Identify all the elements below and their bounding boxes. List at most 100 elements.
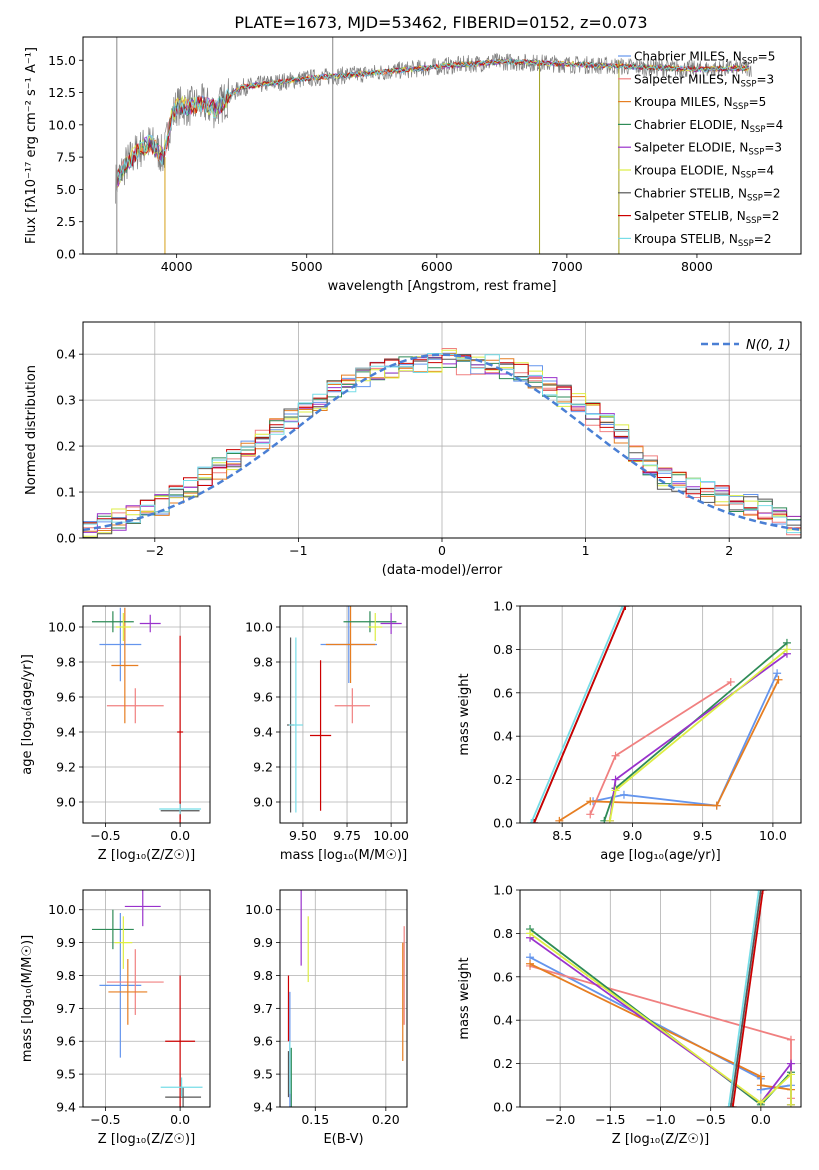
mass-weight-vs-Z-marker-6: [726, 1103, 735, 1107]
mass-weight-vs-age-line-0: [592, 672, 778, 807]
mass-weight-vs-Z-marker-7: [758, 890, 767, 894]
legend-sub-8: SSP: [738, 239, 754, 249]
legend-eq-8: =2: [754, 232, 772, 246]
legend-label-0: Chabrier MILES, NSSP=5: [634, 50, 775, 67]
mass-weight-vs-age-line-5: [609, 648, 788, 821]
spectrum-xlabel: wavelength [Angstrom, rest frame]: [328, 279, 557, 294]
mass-weight-vs-age-line-3: [603, 642, 788, 822]
mass-weight-vs-age-marker-4: [611, 775, 620, 784]
mass-weight-vs-Z-marker-5: [756, 1098, 765, 1107]
mass-weight-vs-age-marker-1: [586, 810, 595, 819]
residuals-hist-8: [83, 353, 801, 534]
mass-vs-EBV-ytick-label: 9.8: [253, 968, 273, 983]
legend-eq-0: =5: [758, 50, 776, 64]
mass-weight-vs-Z-line-7: [731, 890, 764, 1107]
legend-sub-6: SSP: [747, 193, 763, 203]
residuals-ytick-label: 0.3: [56, 393, 76, 408]
mass-weight-vs-Z-marker-2: [526, 959, 535, 968]
mass-weight-vs-age-frame: [519, 605, 802, 824]
mass-vs-Z-plot-area: [91, 890, 203, 1107]
spectrum-ylabel: Flux [fλ10⁻¹⁷ erg cm⁻² s⁻¹ A⁻¹]: [24, 47, 39, 244]
mass-weight-vs-age-marker-2: [555, 816, 564, 823]
mass-weight-vs-age-marker-2: [712, 801, 721, 810]
mass-vs-EBV-ytick-label: 9.4: [253, 1100, 273, 1115]
legend-label-4: Salpeter ELODIE, NSSP=3: [634, 141, 782, 158]
legend-sub-3: SSP: [750, 125, 766, 135]
spectrum-ytick-label: 2.5: [56, 214, 76, 229]
chart-mass-weight-vs-age: 8.5 9.0 9.5 10.0 0.0 0.2 0.4 0.6 0.8 1.0 age [log₁…: [457, 599, 802, 863]
mass-weight-vs-Z-ytick-label: 0.6: [493, 969, 513, 984]
spectrum-xtick-label: 8000: [681, 259, 713, 274]
age-vs-mass-ytick-label: 10.0: [245, 620, 273, 635]
mass-weight-vs-Z-frame: [519, 889, 802, 1108]
mass-weight-vs-age-marker-1: [611, 751, 620, 760]
legend-label-6: Chabrier STELIB, NSSP=2: [634, 186, 781, 203]
mass-vs-Z-xtick-label: 0.0: [170, 1112, 190, 1127]
age-vs-mass-ytick-label: 9.6: [253, 690, 273, 705]
mass-weight-vs-age-line-7: [533, 606, 627, 823]
mass-vs-Z-frame: [82, 889, 211, 1108]
residuals-ytick-label: 0.0: [56, 531, 76, 546]
mass-vs-EBV-plot-area: [287, 890, 405, 1107]
chart-mass-weight-vs-Z: −2.0 −1.5 −1.0 −0.5 0.0 0.0 0.2 0.4 0.6 0.8 1.0 Z […: [457, 883, 802, 1147]
mass-weight-vs-age-line-8: [530, 606, 624, 823]
mass-weight-vs-age-marker-0: [773, 669, 782, 678]
mass-vs-Z-ylabel: mass [log₁₀(M/M☉)]: [20, 935, 35, 1062]
mass-weight-vs-age-marker-7: [530, 819, 539, 823]
residuals-xlabel: (data-model)/error: [382, 563, 503, 578]
mass-weight-vs-Z-marker-5: [786, 1070, 795, 1079]
mass-vs-EBV-ytick-label: 9.9: [253, 935, 273, 950]
mass-weight-vs-age-xtick-label: 9.0: [622, 828, 642, 843]
mass-weight-vs-Z-marker-8: [754, 890, 763, 894]
age-vs-mass-ytick-label: 9.0: [253, 795, 273, 810]
mass-weight-vs-Z-ytick-label: 1.0: [493, 883, 513, 898]
figure-title: PLATE=1673, MJD=53462, FIBERID=0152, z=0…: [234, 13, 647, 32]
spectrum-xtick-label: 6000: [421, 259, 453, 274]
age-vs-Z-ytick-label: 9.2: [56, 760, 76, 775]
legend-eq-6: =2: [763, 186, 781, 200]
legend-label-2: Kroupa MILES, NSSP=5: [634, 95, 766, 112]
age-vs-mass-ytick-label: 9.2: [253, 760, 273, 775]
age-vs-Z-ytick-label: 10.0: [48, 620, 76, 635]
mass-vs-EBV-ytick-label: 9.5: [253, 1067, 273, 1082]
mass-weight-vs-age-ytick-label: 0.0: [493, 816, 513, 831]
mass-vs-EBV-xtick-label: 0.15: [301, 1112, 329, 1127]
mass-weight-vs-Z-line-6: [729, 890, 762, 1107]
spectrum-model-8: [116, 58, 750, 182]
mass-weight-vs-Z-marker-8: [724, 1103, 733, 1107]
mass-weight-vs-Z-marker-5: [786, 1100, 795, 1107]
mass-weight-vs-Z-marker-4: [786, 1059, 795, 1068]
legend-eq-1: =3: [756, 72, 774, 86]
mass-weight-vs-age-xtick-label: 10.0: [759, 828, 787, 843]
residuals-ytick-label: 0.1: [56, 485, 76, 500]
mass-vs-Z-ytick-label: 9.5: [56, 1067, 76, 1082]
mass-vs-EBV-ytick-label: 9.7: [253, 1001, 273, 1016]
chart-age-vs-mass: 9.50 9.75 10.00 9.0 9.2 9.4 9.6 9.8 10.0 mass [lo…: [245, 605, 409, 863]
residuals-xtick-label: 0: [438, 543, 446, 558]
residuals-xtick-label: −2: [146, 543, 164, 558]
mass-weight-vs-age-line-2: [558, 679, 780, 822]
mass-weight-vs-Z-xtick-label: 0.0: [751, 1112, 771, 1127]
age-vs-Z-ytick-label: 9.4: [56, 725, 76, 740]
age-vs-Z-ylabel: age [log₁₀(age/yr)]: [20, 654, 35, 775]
mass-weight-vs-age-ytick-label: 0.6: [493, 685, 513, 700]
residuals-xtick-label: −1: [289, 543, 307, 558]
mass-weight-vs-Z-marker-1: [786, 1035, 795, 1044]
legend-label-8: Kroupa STELIB, NSSP=2: [634, 232, 772, 249]
mass-weight-vs-Z-line-5: [529, 932, 792, 1105]
legend-eq-5: =4: [756, 164, 774, 178]
legend-sub-2: SSP: [733, 102, 749, 112]
mass-vs-Z-ytick-label: 9.9: [56, 935, 76, 950]
age-vs-Z-ytick-label: 9.8: [56, 655, 76, 670]
mass-vs-EBV-ytick-label: 10.0: [245, 902, 273, 917]
age-vs-Z-plot-area: [91, 607, 202, 823]
age-vs-Z-xtick-label: −0.5: [90, 828, 120, 843]
chart-residuals: −2 −1 0 1 2 0.0 0.1 0.2 0.3 0.4 (data-model)/error…: [24, 321, 802, 578]
legend-sub-7: SSP: [746, 216, 762, 226]
mass-vs-EBV-frame: [279, 889, 408, 1108]
legend-label-5: Kroupa ELODIE, NSSP=4: [634, 164, 774, 181]
spectrum-ytick-label: 7.5: [56, 150, 76, 165]
age-vs-Z-xlabel: Z [log₁₀(Z/Z☉)]: [98, 848, 195, 863]
age-vs-Z-ytick-label: 9.6: [56, 690, 76, 705]
